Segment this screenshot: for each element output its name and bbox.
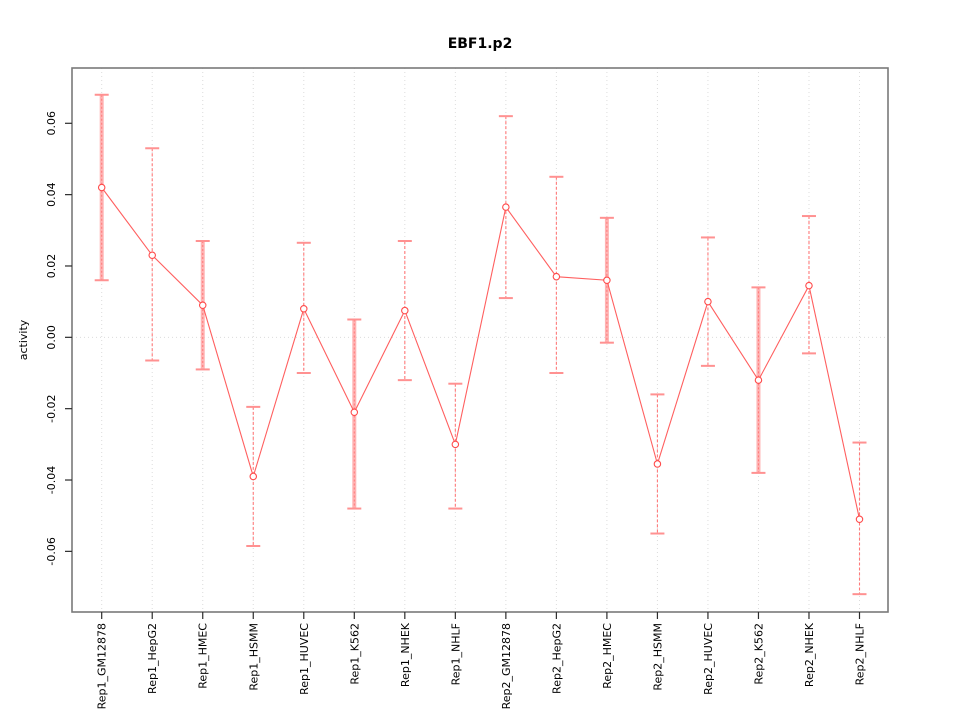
y-tick-label: 0.02 xyxy=(45,254,58,279)
y-tick-label: 0.06 xyxy=(45,111,58,136)
series-line xyxy=(101,187,861,520)
gridlines xyxy=(72,68,888,612)
x-tick-label: Rep1_HUVEC xyxy=(298,623,311,695)
x-tick-label: Rep1_NHEK xyxy=(399,622,412,687)
data-point-marker xyxy=(805,281,813,290)
x-tick-label: Rep2_GM12878 xyxy=(500,623,513,709)
data-point-marker xyxy=(552,272,561,281)
x-tick-label: Rep2_NHLF xyxy=(854,623,867,685)
plot-border xyxy=(71,67,889,613)
x-tick-label: Rep1_K562 xyxy=(348,623,361,685)
data-point-marker xyxy=(502,203,510,211)
x-tick-label: Rep1_GM12878 xyxy=(96,623,109,709)
error-bars xyxy=(94,93,867,596)
data-point-marker xyxy=(148,251,156,260)
data-point-marker xyxy=(97,183,106,192)
x-tick-label: Rep2_HSMM xyxy=(651,623,664,691)
axes: -0.06 -0.04 -0.02 0.00 0.02 0.04 0.06 Rep1_GM12… xyxy=(45,111,867,709)
chart-title: EBF1.p2 xyxy=(448,36,513,52)
data-point-marker xyxy=(300,305,308,313)
y-tick-label: 0.04 xyxy=(45,182,58,207)
x-tick-label: Rep1_HSMM xyxy=(247,623,260,691)
data-point-markers xyxy=(97,183,864,524)
x-tick-label: Rep2_HUVEC xyxy=(702,623,715,695)
y-tick-label: -0.06 xyxy=(45,537,58,565)
series-polyline xyxy=(101,187,861,520)
y-axis-label: activity xyxy=(17,319,30,360)
x-tick-label: Rep2_NHEK xyxy=(803,622,816,687)
y-tick-label: -0.04 xyxy=(45,466,58,494)
data-point-marker xyxy=(603,276,611,284)
x-tick-label: Rep1_HepG2 xyxy=(146,623,159,694)
data-point-marker xyxy=(198,301,207,309)
x-tick-label: Rep2_K562 xyxy=(752,623,765,685)
x-tick-label: Rep2_HMEC xyxy=(601,623,614,689)
data-point-marker xyxy=(653,460,662,468)
data-point-marker xyxy=(249,472,258,481)
x-tick-label: Rep1_HMEC xyxy=(197,623,210,689)
data-point-marker xyxy=(350,408,359,416)
x-tick-label: Rep1_NHLF xyxy=(449,623,462,685)
data-point-marker xyxy=(451,440,460,449)
y-tick-label: -0.02 xyxy=(45,394,58,422)
data-point-marker xyxy=(704,297,712,306)
data-point-marker xyxy=(754,376,763,384)
x-tick-label: Rep2_HepG2 xyxy=(550,623,563,694)
data-point-marker xyxy=(401,306,409,315)
data-point-marker xyxy=(855,515,864,524)
y-tick-label: 0.00 xyxy=(45,325,58,350)
